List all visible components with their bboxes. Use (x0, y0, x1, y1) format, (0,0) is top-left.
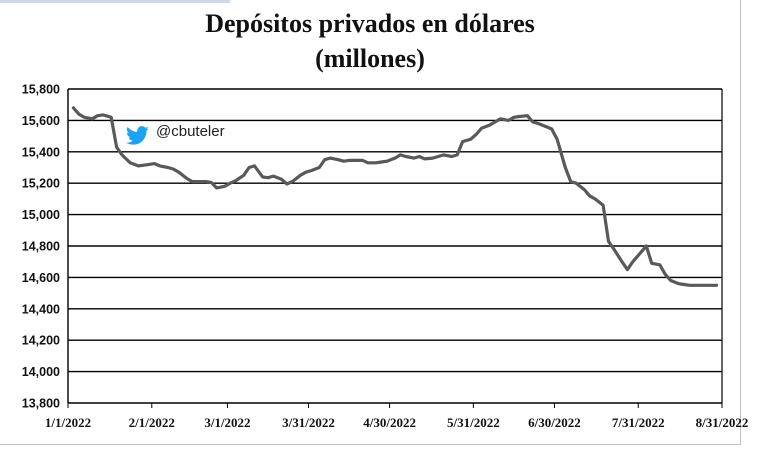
y-tick-label: 14,000 (22, 365, 60, 379)
x-tick-label: 3/1/2022 (204, 415, 250, 430)
y-tick-label: 14,600 (22, 271, 60, 285)
y-tick-label: 15,600 (22, 114, 60, 128)
y-tick-label: 14,800 (22, 240, 60, 254)
twitter-bird-icon (126, 126, 149, 145)
x-tick-label: 2/1/2022 (129, 415, 175, 430)
y-tick-label: 15,400 (22, 145, 60, 159)
x-tick-label: 8/31/2022 (696, 415, 749, 430)
x-tick-label: 1/1/2022 (45, 415, 91, 430)
x-tick-label: 6/30/2022 (528, 415, 581, 430)
y-tick-label: 15,800 (22, 83, 60, 97)
chart-subtitle: (millones) (315, 44, 425, 73)
series-line (71, 106, 719, 287)
top-border-accent (0, 0, 230, 3)
x-tick-label: 3/31/2022 (282, 415, 335, 430)
y-tick-label: 14,200 (22, 334, 60, 348)
y-tick-label: 14,400 (22, 302, 60, 316)
x-tick-label: 7/31/2022 (612, 415, 665, 430)
y-tick-label: 15,000 (22, 208, 60, 222)
y-tick-label: 13,800 (22, 397, 60, 411)
chart-title: Depósitos privados en dólares (205, 9, 535, 38)
y-tick-label: 15,200 (22, 177, 60, 191)
x-tick-label: 4/30/2022 (363, 415, 416, 430)
chart-frame (0, 0, 741, 445)
x-tick-label: 5/31/2022 (447, 415, 500, 430)
twitter-handle: @cbuteler (156, 123, 225, 140)
